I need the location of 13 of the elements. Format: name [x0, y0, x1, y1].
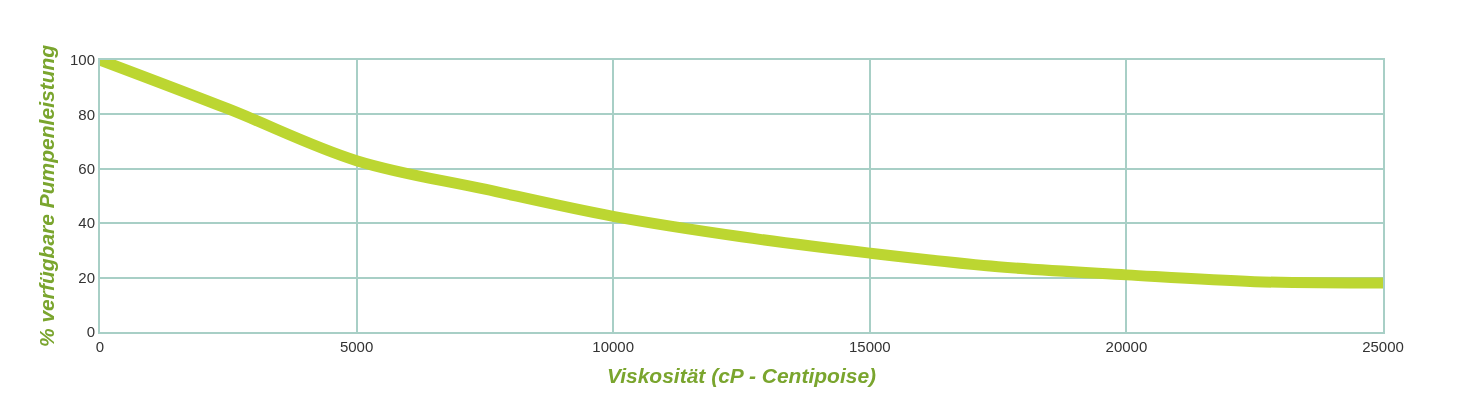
y-tick-label: 100	[69, 51, 95, 69]
x-tick-label: 20000	[1105, 338, 1148, 355]
x-axis-title: Viskosität (cP - Centipoise)	[606, 363, 877, 387]
y-axis-title: % verfügbare Pumpenleistung	[34, 44, 58, 348]
y-tick-label: 20	[78, 268, 95, 286]
x-tick-label: 5000	[339, 338, 374, 355]
y-tick-label: 80	[78, 105, 95, 123]
x-tick-label: 25000	[1362, 338, 1404, 355]
y-tick-label: 0	[86, 323, 95, 341]
y-tick-label: 40	[78, 214, 95, 232]
x-tick-label: 15000	[848, 338, 891, 355]
x-tick-label: 10000	[592, 338, 635, 355]
y-tick-label: 60	[78, 160, 95, 178]
